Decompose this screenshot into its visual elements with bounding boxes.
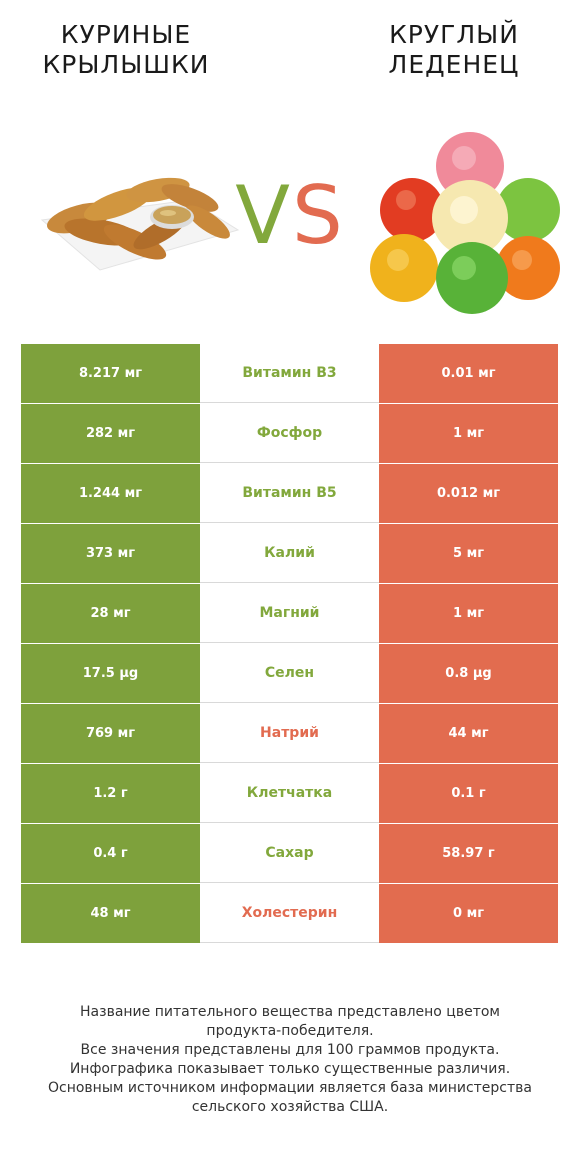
table-row: 0.4 г Сахар 58.97 г [21, 824, 558, 884]
table-row: 17.5 µg Селен 0.8 µg [21, 644, 558, 704]
footer-line-3: Все значения представлены для 100 граммо… [80, 1042, 500, 1058]
nutrient-name-cell: Калий [200, 524, 379, 583]
nutrient-name-cell: Магний [200, 584, 379, 643]
table-row: 8.217 мг Витамин B3 0.01 мг [21, 344, 558, 404]
nutrient-name-cell: Сахар [200, 824, 379, 883]
footer-line-6: сельского хозяйства США. [191, 1099, 389, 1115]
nutrient-name-cell: Клетчатка [200, 764, 379, 823]
hard-candy-image [370, 132, 560, 314]
nutrient-name-cell: Натрий [200, 704, 379, 763]
right-value-cell: 0.01 мг [379, 344, 558, 403]
right-value-cell: 1 мг [379, 404, 558, 463]
left-value-cell: 48 мг [21, 884, 200, 943]
right-value-cell: 0 мг [379, 884, 558, 943]
right-value-cell: 0.1 г [379, 764, 558, 823]
table-row: 282 мг Фосфор 1 мг [21, 404, 558, 464]
nutrient-name-cell: Холестерин [200, 884, 379, 943]
nutrient-name-cell: Витамин B5 [200, 464, 379, 523]
footer-line-2: продукта-победителя. [206, 1023, 374, 1039]
right-value-cell: 0.8 µg [379, 644, 558, 703]
chicken-wings-image [40, 177, 240, 271]
left-value-cell: 282 мг [21, 404, 200, 463]
right-value-cell: 1 мг [379, 584, 558, 643]
vs-letter-s: S [291, 169, 345, 262]
table-row: 373 мг Калий 5 мг [21, 524, 558, 584]
left-value-cell: 0.4 г [21, 824, 200, 883]
footer-notes: Название питательного вещества представл… [20, 1003, 560, 1117]
footer-line-4: Инфографика показывает только существенн… [69, 1061, 511, 1077]
footer-line-5: Основным источником информации является … [48, 1080, 532, 1096]
left-value-cell: 28 мг [21, 584, 200, 643]
comparison-table: 8.217 мг Витамин B3 0.01 мг 282 мг Фосфор 1 м… [21, 344, 558, 944]
left-value-cell: 17.5 µg [21, 644, 200, 703]
left-value-cell: 1.2 г [21, 764, 200, 823]
right-title-line-1: КРУГЛЫЙ [389, 20, 519, 49]
left-value-cell: 373 мг [21, 524, 200, 583]
table-row: 48 мг Холестерин 0 мг [21, 884, 558, 944]
versus-label: VS [222, 168, 358, 264]
left-title-line-2: КРЫЛЫШКИ [42, 50, 210, 79]
left-value-cell: 1.244 мг [21, 464, 200, 523]
right-value-cell: 44 мг [379, 704, 558, 763]
nutrient-name-cell: Витамин B3 [200, 344, 379, 403]
table-row: 769 мг Натрий 44 мг [21, 704, 558, 764]
table-row: 28 мг Магний 1 мг [21, 584, 558, 644]
table-row: 1.244 мг Витамин B5 0.012 мг [21, 464, 558, 524]
vs-letter-v: V [235, 169, 292, 262]
nutrient-name-cell: Фосфор [200, 404, 379, 463]
right-product-title: КРУГЛЫЙ ЛЕДЕНЕЦ [334, 20, 574, 80]
footer-line-1: Название питательного вещества представл… [80, 1004, 500, 1020]
left-product-title: КУРИНЫЕ КРЫЛЫШКИ [6, 20, 246, 80]
right-value-cell: 0.012 мг [379, 464, 558, 523]
left-value-cell: 769 мг [21, 704, 200, 763]
right-value-cell: 5 мг [379, 524, 558, 583]
left-value-cell: 8.217 мг [21, 344, 200, 403]
right-value-cell: 58.97 г [379, 824, 558, 883]
left-title-line-1: КУРИНЫЕ [60, 20, 192, 49]
table-row: 1.2 г Клетчатка 0.1 г [21, 764, 558, 824]
nutrient-name-cell: Селен [200, 644, 379, 703]
right-title-line-2: ЛЕДЕНЕЦ [388, 50, 520, 79]
